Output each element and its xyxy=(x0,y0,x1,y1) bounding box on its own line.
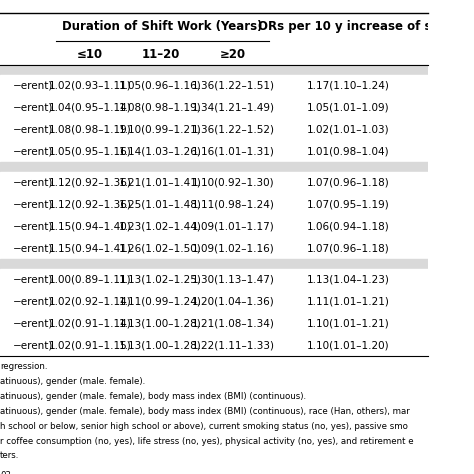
Text: −erent): −erent) xyxy=(13,296,54,306)
Text: −erent): −erent) xyxy=(13,81,54,91)
Bar xyxy=(0,259,428,269)
Text: 1.05(0.95–1.16): 1.05(0.95–1.16) xyxy=(48,146,131,156)
Text: 1.36(1.22–1.52): 1.36(1.22–1.52) xyxy=(191,125,274,135)
Text: 1.02(0.91–1.14): 1.02(0.91–1.14) xyxy=(48,318,131,328)
Text: 1.09(1.01–1.17): 1.09(1.01–1.17) xyxy=(192,221,274,231)
Text: 1.17(1.10–1.24): 1.17(1.10–1.24) xyxy=(307,81,390,91)
Text: 1.10(0.92–1.30): 1.10(0.92–1.30) xyxy=(192,178,274,188)
Text: −erent): −erent) xyxy=(13,178,54,188)
Text: −erent): −erent) xyxy=(13,274,54,284)
Text: 1.36(1.22–1.51): 1.36(1.22–1.51) xyxy=(191,81,274,91)
Text: 1.06(0.94–1.18): 1.06(0.94–1.18) xyxy=(307,221,390,231)
Text: 1.13(1.02–1.25): 1.13(1.02–1.25) xyxy=(119,274,202,284)
Text: 1.23(1.02–1.44): 1.23(1.02–1.44) xyxy=(119,221,202,231)
Text: ORs per 10 y increase of sh: ORs per 10 y increase of sh xyxy=(258,20,439,33)
Bar xyxy=(0,162,428,172)
Text: −erent): −erent) xyxy=(13,146,54,156)
Text: 1.08(0.98–1.19): 1.08(0.98–1.19) xyxy=(119,103,202,113)
Text: −erent): −erent) xyxy=(13,125,54,135)
Text: regression.: regression. xyxy=(0,363,47,372)
Text: 1.30(1.13–1.47): 1.30(1.13–1.47) xyxy=(191,274,274,284)
Bar xyxy=(0,118,428,140)
Text: ≤10: ≤10 xyxy=(77,47,103,61)
Text: 1.08(0.98–1.19): 1.08(0.98–1.19) xyxy=(48,125,131,135)
Text: 1.21(1.01–1.41): 1.21(1.01–1.41) xyxy=(119,178,202,188)
Text: 1.09(1.02–1.16): 1.09(1.02–1.16) xyxy=(192,243,274,253)
Text: 1.16(1.01–1.31): 1.16(1.01–1.31) xyxy=(191,146,274,156)
Text: 1.11(1.01–1.21): 1.11(1.01–1.21) xyxy=(307,296,390,306)
Text: 1.02(0.91–1.15): 1.02(0.91–1.15) xyxy=(48,340,131,350)
Bar xyxy=(0,43,428,65)
Text: 1.01(0.98–1.04): 1.01(0.98–1.04) xyxy=(307,146,390,156)
Text: 1.05(1.01–1.09): 1.05(1.01–1.09) xyxy=(307,103,390,113)
Text: 1.21(1.08–1.34): 1.21(1.08–1.34) xyxy=(191,318,274,328)
Bar xyxy=(0,13,428,43)
Text: atinuous), gender (male. female).: atinuous), gender (male. female). xyxy=(0,377,145,386)
Text: atinuous), gender (male. female), body mass index (BMI) (continuous), race (Han,: atinuous), gender (male. female), body m… xyxy=(0,407,410,416)
Text: 1.10(0.99–1.21): 1.10(0.99–1.21) xyxy=(119,125,202,135)
Text: 1.10(1.01–1.21): 1.10(1.01–1.21) xyxy=(307,318,390,328)
Text: −erent): −erent) xyxy=(13,221,54,231)
Bar xyxy=(0,194,428,216)
Text: 1.10(1.01–1.20): 1.10(1.01–1.20) xyxy=(307,340,390,350)
Text: 1.15(0.94–1.40): 1.15(0.94–1.40) xyxy=(48,221,131,231)
Text: 1.04(0.95–1.14): 1.04(0.95–1.14) xyxy=(48,103,131,113)
Text: 1.02(0.93–1.11): 1.02(0.93–1.11) xyxy=(48,81,131,91)
Text: −erent): −erent) xyxy=(13,103,54,113)
Text: 1.34(1.21–1.49): 1.34(1.21–1.49) xyxy=(191,103,274,113)
Text: Duration of Shift Work (Years): Duration of Shift Work (Years) xyxy=(62,20,263,33)
Text: 03: 03 xyxy=(0,471,11,474)
Text: h school or below, senior high school or above), current smoking status (no, yes: h school or below, senior high school or… xyxy=(0,422,408,431)
Bar xyxy=(0,269,428,291)
Text: 1.05(0.96–1.16): 1.05(0.96–1.16) xyxy=(119,81,202,91)
Bar xyxy=(0,140,428,162)
Text: 11–20: 11–20 xyxy=(141,47,180,61)
Text: 1.22(1.11–1.33): 1.22(1.11–1.33) xyxy=(191,340,274,350)
Text: 1.07(0.96–1.18): 1.07(0.96–1.18) xyxy=(307,178,390,188)
Text: 1.12(0.92–1.36): 1.12(0.92–1.36) xyxy=(48,178,131,188)
Text: 1.11(0.99–1.24): 1.11(0.99–1.24) xyxy=(119,296,202,306)
Bar xyxy=(0,334,428,356)
Text: 1.02(0.92–1.14): 1.02(0.92–1.14) xyxy=(48,296,131,306)
Text: 1.14(1.03–1.26): 1.14(1.03–1.26) xyxy=(119,146,202,156)
Bar xyxy=(0,65,428,75)
Text: atinuous), gender (male. female), body mass index (BMI) (continuous).: atinuous), gender (male. female), body m… xyxy=(0,392,306,401)
Text: −erent): −erent) xyxy=(13,200,54,210)
Text: 1.11(0.98–1.24): 1.11(0.98–1.24) xyxy=(191,200,274,210)
Text: r coffee consumption (no, yes), life stress (no, yes), physical activity (no, ye: r coffee consumption (no, yes), life str… xyxy=(0,437,414,446)
Text: ters.: ters. xyxy=(0,451,19,460)
Bar xyxy=(0,97,428,118)
Text: 1.13(1.00–1.28): 1.13(1.00–1.28) xyxy=(119,318,202,328)
Bar xyxy=(0,172,428,194)
Text: 1.15(0.94–1.41): 1.15(0.94–1.41) xyxy=(48,243,131,253)
Text: −erent): −erent) xyxy=(13,340,54,350)
Bar xyxy=(0,237,428,259)
Bar xyxy=(0,291,428,312)
Text: 1.12(0.92–1.36): 1.12(0.92–1.36) xyxy=(48,200,131,210)
Bar xyxy=(0,312,428,334)
Text: 1.02(1.01–1.03): 1.02(1.01–1.03) xyxy=(307,125,390,135)
Text: −erent): −erent) xyxy=(13,318,54,328)
Bar xyxy=(0,75,428,97)
Text: 1.13(1.00–1.28): 1.13(1.00–1.28) xyxy=(119,340,202,350)
Text: 1.13(1.04–1.23): 1.13(1.04–1.23) xyxy=(307,274,390,284)
Text: 1.00(0.89–1.11): 1.00(0.89–1.11) xyxy=(48,274,131,284)
Text: 1.07(0.96–1.18): 1.07(0.96–1.18) xyxy=(307,243,390,253)
Text: ≥20: ≥20 xyxy=(220,47,246,61)
Bar xyxy=(0,216,428,237)
Text: 1.07(0.95–1.19): 1.07(0.95–1.19) xyxy=(307,200,390,210)
Text: 1.20(1.04–1.36): 1.20(1.04–1.36) xyxy=(192,296,274,306)
Text: −erent): −erent) xyxy=(13,243,54,253)
Text: 1.26(1.02–1.50): 1.26(1.02–1.50) xyxy=(119,243,202,253)
Text: 1.25(1.01–1.48): 1.25(1.01–1.48) xyxy=(119,200,202,210)
